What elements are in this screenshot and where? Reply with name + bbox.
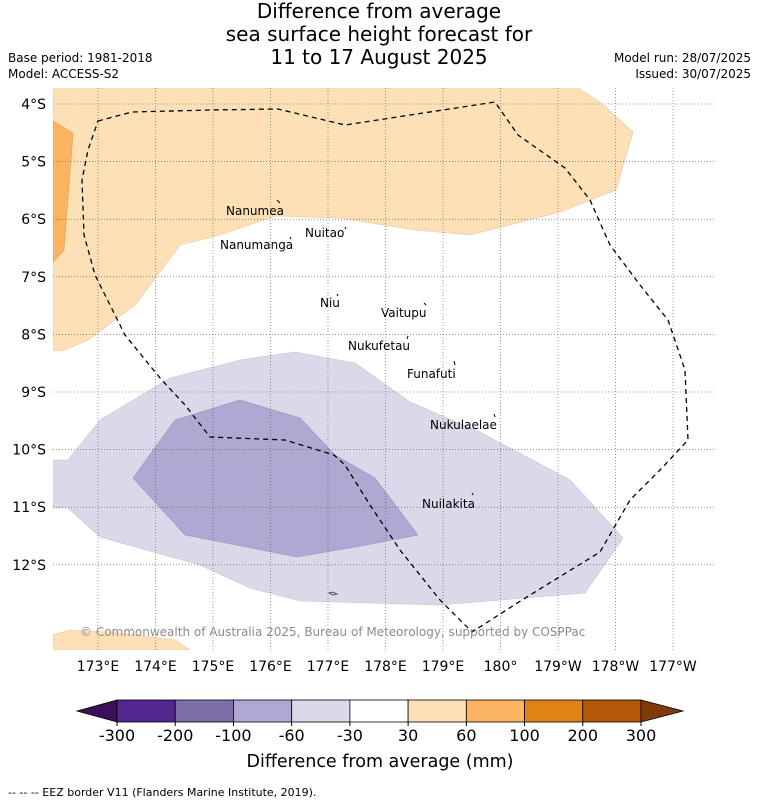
longitude-label: 173°E [77, 659, 120, 675]
latitude-label: 4°S [21, 97, 46, 113]
latitude-label: 12°S [12, 558, 46, 574]
place-label-nuitao: Nuitao [305, 226, 344, 240]
latitude-label: 5°S [21, 155, 46, 171]
place-label-nukulaelae: Nukulaelae [430, 418, 497, 432]
longitude-label: 175°E [192, 659, 235, 675]
eez-footnote: -- -- -- EEZ border V11 (Flanders Marine… [8, 786, 317, 799]
longitude-labels: 173°E 174°E 175°E 176°E 177°E 178°E 179°E 180° 1… [77, 659, 697, 675]
anomaly-band-30-60 [53, 88, 634, 352]
latitude-label: 8°S [21, 327, 46, 343]
latitude-labels: 4°S 5°S 6°S 7°S 8°S 9°S 10°S 11°S 12°S [12, 97, 46, 574]
colorbar-bin [582, 699, 642, 723]
colorbar-tick-label: -30 [337, 726, 363, 745]
longitude-label: 178°E [364, 659, 407, 675]
gridlines [53, 88, 714, 650]
chart-title: Difference from average sea surface heig… [0, 0, 758, 69]
longitude-label: 177°W [649, 659, 697, 675]
latitude-label: 9°S [21, 385, 46, 401]
colorbar-tick-label: 60 [456, 726, 476, 745]
issued-date: Issued: 30/07/2025 [635, 67, 751, 81]
place-label-funafuti: Funafuti [407, 367, 456, 381]
longitude-label: 177°E [307, 659, 350, 675]
latitude-label: 11°S [12, 500, 46, 516]
colorbar-bin [174, 699, 234, 723]
place-label-nanumea: Nanumea [226, 204, 284, 218]
model-name: Model: ACCESS-S2 [8, 67, 120, 81]
title-line-3: 11 to 17 August 2025 [270, 45, 488, 69]
longitude-label: 179°W [534, 659, 582, 675]
colorbar-tick-label: 300 [626, 726, 657, 745]
longitude-label: 176°E [249, 659, 292, 675]
island-outline [327, 591, 339, 596]
colorbar-bin [233, 699, 293, 723]
colorbar-tick-label: -100 [215, 726, 251, 745]
colorbar-under-triangle [75, 699, 118, 723]
colorbar-bin [524, 699, 584, 723]
longitude-label: 174°E [134, 659, 177, 675]
colorbar: -300 -200 -100 -60 -30 30 60 100 200 300 Differen… [75, 699, 685, 772]
place-label-nuilakita: Nuilakita [422, 497, 475, 511]
latitude-label: 7°S [21, 270, 46, 286]
place-label-vaitupu: Vaitupu [381, 306, 427, 320]
longitude-label: 180° [484, 659, 518, 675]
meta-left: Base period: 1981-2018 Model: ACCESS-S2 [8, 50, 153, 82]
latitude-label: 10°S [12, 443, 46, 459]
colorbar-over-triangle [640, 699, 685, 723]
title-line-1: Difference from average [256, 0, 502, 23]
colorbar-tick-label: 100 [509, 726, 540, 745]
colorbar-bin [116, 699, 176, 723]
colorbar-tick-label: -200 [157, 726, 193, 745]
island-marks [276, 199, 496, 496]
eez-border [81, 101, 689, 633]
model-run: Model run: 28/07/2025 [613, 51, 751, 65]
anomaly-band-60-100 [53, 120, 74, 263]
latitude-label: 6°S [21, 212, 46, 228]
longitude-label: 179°E [422, 659, 465, 675]
meta-right: Model run: 28/07/2025 Issued: 30/07/2025 [614, 50, 751, 82]
anomaly-band-neg-60-100 [132, 399, 419, 558]
colorbar-title: Difference from average (mm) [246, 752, 513, 772]
copyright-notice: © Commonwealth of Australia 2025, Bureau… [80, 625, 585, 639]
base-period: Base period: 1981-2018 [8, 51, 153, 65]
colorbar-bin [291, 699, 351, 723]
place-label-niu: Niu [320, 296, 340, 310]
colorbar-bin [349, 699, 409, 723]
colorbar-tick-label: 30 [398, 726, 418, 745]
anomaly-band-30-60-south [53, 629, 191, 650]
colorbar-bin [407, 699, 467, 723]
place-label-nanumanga: Nanumanga [220, 238, 293, 252]
colorbar-tick-label: -300 [99, 726, 135, 745]
place-label-nukufetau: Nukufetau [348, 339, 410, 353]
title-line-2: sea surface height forecast for [225, 22, 533, 46]
colorbar-tick-label: -60 [279, 726, 305, 745]
anomaly-fill-layer [53, 88, 634, 650]
longitude-label: 178°W [592, 659, 640, 675]
colorbar-bin [465, 699, 525, 723]
colorbar-tick-label: 200 [568, 726, 599, 745]
